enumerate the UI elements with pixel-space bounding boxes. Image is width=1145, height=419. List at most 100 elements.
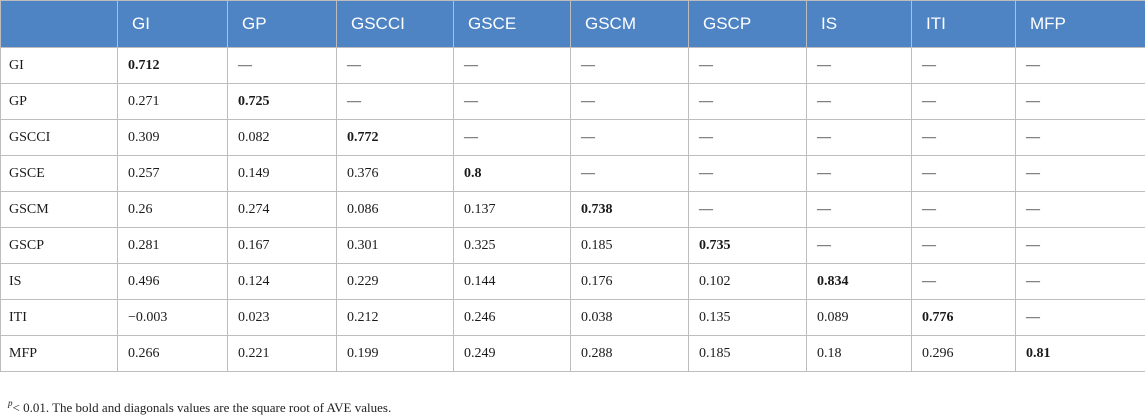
- table-cell: —: [911, 155, 1016, 192]
- column-header: MFP: [1015, 0, 1145, 48]
- table-cell: —: [688, 191, 807, 228]
- table-cell: 0.309: [117, 119, 228, 156]
- table-cell: 0.199: [336, 335, 454, 372]
- table-cell: 0.281: [117, 227, 228, 264]
- table-cell: 0.274: [227, 191, 337, 228]
- table-row: MFP 0.266 0.221 0.199 0.249 0.288 0.185 0.18 0.2…: [0, 335, 1145, 372]
- header-row: GI GP GSCCI GSCE GSCM GSCP IS ITI MFP: [0, 0, 1145, 48]
- table-cell: —: [911, 119, 1016, 156]
- table-cell: —: [570, 47, 689, 84]
- table-cell: —: [806, 191, 912, 228]
- table-cell: —: [570, 155, 689, 192]
- table-cell: 0.246: [453, 299, 571, 336]
- column-header: GP: [227, 0, 337, 48]
- table-cell: 0.271: [117, 83, 228, 120]
- table-cell: 0.288: [570, 335, 689, 372]
- table-cell: —: [688, 83, 807, 120]
- table-row: GSCP 0.281 0.167 0.301 0.325 0.185 0.735— — —: [0, 227, 1145, 264]
- diagonal-cell: 0.772: [336, 119, 454, 156]
- table-row: GSCE 0.257 0.149 0.376 0.8— — — — —: [0, 155, 1145, 192]
- table-cell: —: [911, 83, 1016, 120]
- table-cell: 0.266: [117, 335, 228, 372]
- table-row: GP 0.271 0.725— — — — — — —: [0, 83, 1145, 120]
- diagonal-cell: 0.725: [227, 83, 337, 120]
- table-cell: —: [1015, 227, 1145, 264]
- table-cell: —: [336, 47, 454, 84]
- row-header: MFP: [0, 335, 118, 372]
- table-cell: —: [1015, 191, 1145, 228]
- table-cell: —: [570, 83, 689, 120]
- column-header: GSCP: [688, 0, 807, 48]
- table-cell: —: [911, 47, 1016, 84]
- table-cell: 0.176: [570, 263, 689, 300]
- footnote-superscript: p: [8, 398, 13, 408]
- diagonal-cell: 0.834: [806, 263, 912, 300]
- table-cell: —: [806, 47, 912, 84]
- row-header: GSCCI: [0, 119, 118, 156]
- table-row: GSCCI 0.309 0.082 0.772— — — — — —: [0, 119, 1145, 156]
- row-header: GSCE: [0, 155, 118, 192]
- column-header: ITI: [911, 0, 1016, 48]
- table-footnote: p< 0.01. The bold and diagonals values a…: [8, 398, 391, 416]
- table-cell: 0.137: [453, 191, 571, 228]
- table-header: GI GP GSCCI GSCE GSCM GSCP IS ITI MFP: [0, 0, 1145, 48]
- table-cell: 0.301: [336, 227, 454, 264]
- table-cell: —: [911, 191, 1016, 228]
- diagonal-cell: 0.8: [453, 155, 571, 192]
- table-cell: 0.212: [336, 299, 454, 336]
- table-cell: 0.296: [911, 335, 1016, 372]
- row-header: GSCP: [0, 227, 118, 264]
- column-header: IS: [806, 0, 912, 48]
- table-cell: —: [453, 47, 571, 84]
- table-row: GSCM 0.26 0.274 0.086 0.137 0.738— — — —: [0, 191, 1145, 228]
- footnote-text: < 0.01. The bold and diagonals values ar…: [12, 400, 392, 415]
- table-cell: 0.249: [453, 335, 571, 372]
- table-cell: —: [453, 83, 571, 120]
- table-cell: 0.135: [688, 299, 807, 336]
- table-cell: 0.167: [227, 227, 337, 264]
- correlation-table: GI GP GSCCI GSCE GSCM GSCP IS ITI MFP GI 0.712— — —…: [0, 0, 1145, 372]
- table-cell: 0.185: [688, 335, 807, 372]
- table-cell: —: [1015, 155, 1145, 192]
- table-cell: —: [1015, 299, 1145, 336]
- table-cell: —: [570, 119, 689, 156]
- table-cell: —: [688, 155, 807, 192]
- table-cell: —: [806, 83, 912, 120]
- row-header: GSCM: [0, 191, 118, 228]
- column-header: GSCM: [570, 0, 689, 48]
- table-cell: —: [1015, 47, 1145, 84]
- table-row: IS 0.496 0.124 0.229 0.144 0.176 0.102 0.834— —: [0, 263, 1145, 300]
- table-cell: —: [227, 47, 337, 84]
- header-corner-cell: [0, 0, 118, 48]
- table-cell: —: [1015, 83, 1145, 120]
- table-cell: 0.086: [336, 191, 454, 228]
- table-row: ITI −0.003 0.023 0.212 0.246 0.038 0.135 0.089 0…: [0, 299, 1145, 336]
- diagonal-cell: 0.735: [688, 227, 807, 264]
- table-cell: —: [806, 119, 912, 156]
- column-header: GSCE: [453, 0, 571, 48]
- table-cell: —: [911, 263, 1016, 300]
- table-cell: 0.038: [570, 299, 689, 336]
- table-cell: 0.124: [227, 263, 337, 300]
- row-header: GP: [0, 83, 118, 120]
- diagonal-cell: 0.776: [911, 299, 1016, 336]
- table-cell: 0.185: [570, 227, 689, 264]
- table-cell: —: [688, 119, 807, 156]
- row-header: IS: [0, 263, 118, 300]
- table-body: GI 0.712— — — — — — — — GP 0.271 0.725— — — — — — — GSCCI 0…: [0, 47, 1145, 372]
- table-cell: —: [336, 83, 454, 120]
- table-cell: —: [1015, 263, 1145, 300]
- table-cell: —: [806, 155, 912, 192]
- column-header: GI: [117, 0, 228, 48]
- table-cell: —: [453, 119, 571, 156]
- table-cell: 0.376: [336, 155, 454, 192]
- table-cell: −0.003: [117, 299, 228, 336]
- table-cell: —: [1015, 119, 1145, 156]
- table-cell: 0.26: [117, 191, 228, 228]
- table-cell: 0.023: [227, 299, 337, 336]
- table-cell: 0.325: [453, 227, 571, 264]
- table-cell: 0.18: [806, 335, 912, 372]
- column-header: GSCCI: [336, 0, 454, 48]
- table-cell: 0.082: [227, 119, 337, 156]
- table-cell: 0.089: [806, 299, 912, 336]
